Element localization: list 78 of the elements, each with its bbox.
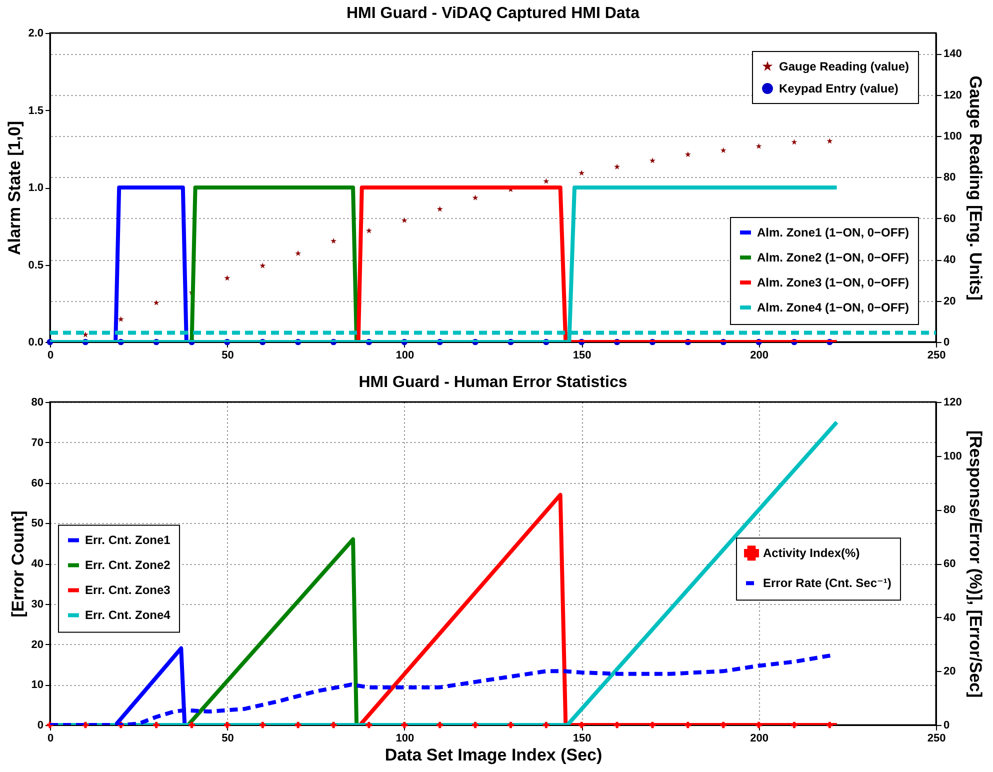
y-tick-label: 0.5 [28, 259, 44, 272]
legend-label: Err. Cnt. Zone2 [85, 558, 171, 572]
y-tick-label: 10 [31, 679, 44, 692]
y-tick-label: 80 [31, 396, 44, 408]
point [330, 238, 337, 244]
x-tick-label: 250 [927, 350, 946, 362]
x-tick-label: 100 [396, 732, 414, 744]
legend-label: Err. Cnt. Zone3 [85, 583, 171, 598]
y-tick-label: 2.0 [28, 28, 44, 40]
y-axis-title: [Error Count] [8, 510, 28, 618]
y2-tick-label: 40 [944, 612, 956, 624]
point [295, 250, 302, 256]
legend-label: Alm. Zone4 (1−ON, 0−OFF) [757, 300, 910, 314]
x-tick-label: 200 [750, 732, 768, 744]
y2-tick-label: 0 [944, 720, 950, 732]
y2-tick-label: 20 [944, 666, 956, 678]
y-tick-label: 40 [31, 558, 44, 570]
point [578, 170, 585, 176]
chart-title: HMI Guard - Human Error Statistics [358, 374, 628, 391]
y-tick-label: 1.0 [28, 182, 44, 194]
point [118, 316, 124, 322]
y2-tick-label: 0 [944, 336, 950, 348]
y2-axis-title: [Response/Error (%)], [Error/Sec] [966, 430, 985, 698]
x-tick-label: 250 [927, 732, 946, 744]
legend-label: Err. Cnt. Zone4 [85, 608, 171, 622]
y-tick-label: 60 [31, 477, 44, 490]
point [614, 164, 620, 170]
y2-tick-label: 20 [944, 295, 956, 308]
point [756, 143, 762, 149]
point [543, 178, 550, 184]
legend-label: Alm. Zone3 (1−ON, 0−OFF) [757, 276, 910, 290]
y2-tick-label: 140 [944, 48, 962, 60]
point [401, 217, 408, 224]
legend-label: Activity Index(%) [763, 546, 860, 560]
y-tick-label: 0 [37, 720, 44, 732]
y-axis-title: Alarm State [1,0] [5, 120, 24, 256]
x-tick-label: 100 [396, 350, 414, 362]
y2-tick-label: 100 [944, 450, 962, 462]
legend-label: Err. Cnt. Zone1 [85, 533, 171, 548]
y2-tick-label: 40 [944, 254, 956, 266]
x-tick-label: 0 [47, 732, 54, 744]
legend-label: Gauge Reading (value) [779, 60, 910, 74]
x-tick-label: 150 [572, 350, 592, 362]
point [436, 206, 443, 212]
point [826, 138, 833, 144]
x-tick-label: 50 [222, 732, 234, 744]
y2-tick-label: 60 [944, 212, 956, 225]
point [649, 158, 656, 164]
y2-tick-label: 60 [944, 558, 956, 570]
point [791, 139, 798, 145]
y2-tick-label: 120 [944, 396, 962, 408]
y-tick-label: 20 [31, 638, 44, 651]
point [720, 147, 726, 153]
legend-label: Alm. Zone1 (1−ON, 0−OFF) [757, 226, 910, 240]
y2-tick-label: 100 [944, 130, 962, 142]
y2-tick-label: 80 [944, 504, 956, 516]
point [260, 262, 266, 268]
y-tick-label: 50 [31, 518, 44, 530]
legend-label: Error Rate (Cnt. Sec⁻¹) [763, 576, 892, 590]
point [153, 300, 160, 306]
y-tick-label: 1.5 [28, 104, 44, 117]
x-tick-label: 150 [572, 732, 592, 744]
legend-label: Alm. Zone2 (1−ON, 0−OFF) [757, 250, 910, 264]
point [224, 274, 230, 281]
x-tick-label: 50 [222, 350, 234, 362]
y2-tick-label: 80 [944, 172, 956, 184]
legend-label: Keypad Entry (value) [779, 82, 898, 96]
y-tick-label: 70 [31, 436, 44, 449]
x-tick-label: 0 [47, 350, 54, 362]
y2-axis-title: Gauge Reading [Eng. Units] [966, 76, 985, 300]
point [472, 194, 478, 200]
x-axis-title: Data Set Image Index (Sec) [384, 746, 602, 764]
point [684, 151, 691, 158]
chart-title: HMI Guard - ViDAQ Captured HMI Data [346, 5, 640, 22]
y-tick-label: 30 [31, 598, 44, 610]
x-tick-label: 200 [750, 350, 768, 362]
y-tick-label: 0.0 [28, 336, 44, 348]
y2-tick-label: 120 [944, 89, 962, 102]
